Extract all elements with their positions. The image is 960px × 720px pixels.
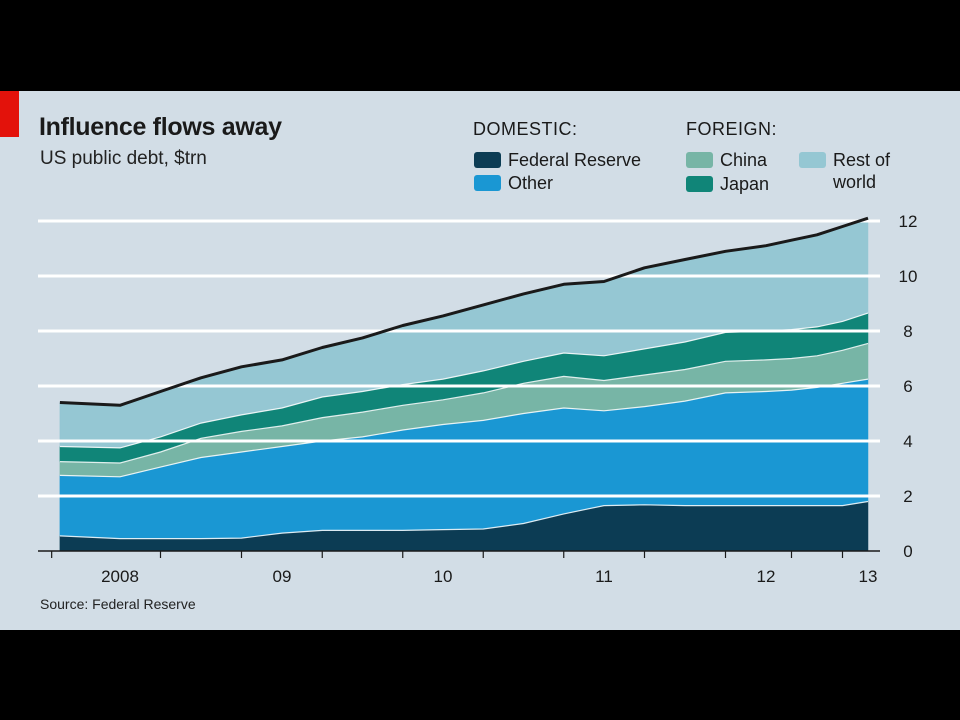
total-line	[59, 216, 869, 407]
legend-swatch-japan	[686, 176, 713, 192]
legend-item-other: Other	[474, 172, 553, 194]
legend-label-other: Other	[508, 173, 554, 193]
legend-heading-domestic: DOMESTIC:	[473, 119, 578, 139]
legend-swatch-rest-of-world	[799, 152, 826, 168]
legend-item-federal-reserve: Federal Reserve	[474, 149, 641, 171]
brand-red-tab	[0, 91, 19, 137]
legend-swatch-other	[474, 175, 501, 191]
legend-item-china: China	[686, 149, 767, 171]
boundary-china	[59, 342, 869, 464]
y-tick-label: 10	[899, 267, 918, 286]
legend-label-federal-reserve: Federal Reserve	[508, 150, 642, 170]
legend-label-japan: Japan	[720, 174, 770, 194]
x-tick-label: 11	[595, 567, 613, 586]
boundary-federal-reserve	[59, 500, 869, 540]
source-note: Source: Federal Reserve	[40, 596, 196, 612]
y-tick-label: 4	[903, 432, 912, 451]
legend-item-japan: Japan	[686, 173, 769, 195]
legend-swatch-china	[686, 152, 713, 168]
x-tick-label: 09	[273, 567, 292, 586]
y-tick-label: 12	[899, 212, 918, 231]
boundary-japan	[59, 312, 869, 449]
legend-item-rest-of-world: Rest of world	[799, 149, 890, 193]
legend-heading-foreign: FOREIGN:	[686, 119, 778, 139]
boundary-other	[59, 378, 869, 478]
legend-label-rest-of-world: Rest of world	[833, 150, 891, 192]
chart-subtitle: US public debt, $trn	[40, 148, 207, 169]
x-tick-label: 2008	[101, 567, 139, 586]
chart-plot: 2008 09 10 11 12 13 0 2 4 6 8 10 12	[38, 212, 918, 586]
chart-title: Influence flows away	[39, 113, 282, 141]
x-tick-label: 10	[434, 567, 453, 586]
legend-swatch-federal-reserve	[474, 152, 501, 168]
y-tick-label: 6	[903, 377, 912, 396]
y-tick-label: 8	[903, 322, 912, 341]
y-tick-label: 0	[903, 542, 912, 561]
y-tick-label: 2	[903, 487, 912, 506]
x-tick-label: 12	[757, 567, 776, 586]
legend-label-china: China	[720, 150, 768, 170]
x-tick-label: 13	[859, 567, 878, 586]
